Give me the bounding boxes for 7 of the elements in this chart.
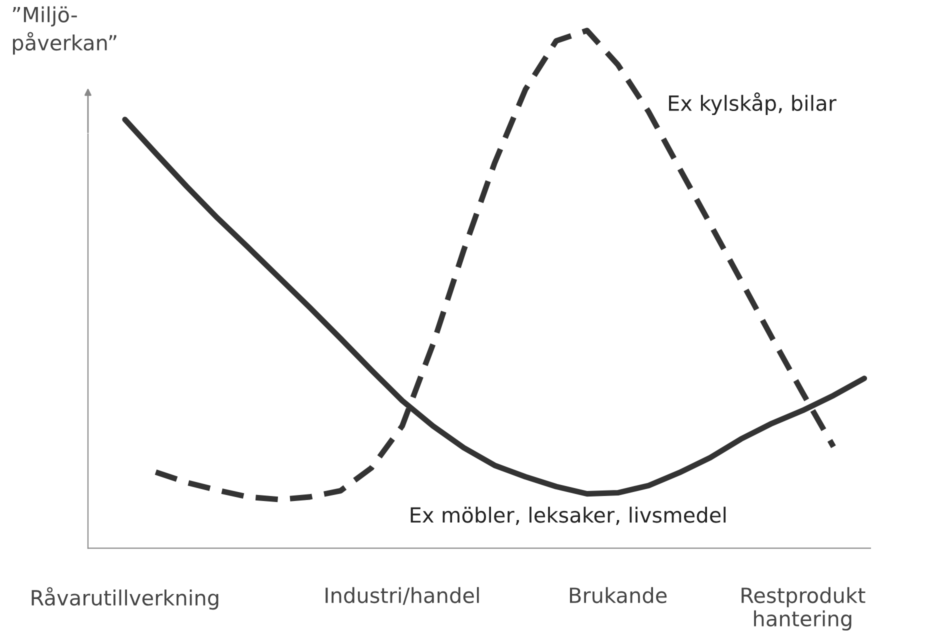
y-axis-title: ”Miljö- påverkan” — [12, 6, 116, 55]
x-tick-label: Restprodukt hantering — [742, 587, 866, 631]
x-tick-label: Industri/handel — [326, 587, 479, 605]
annotation: Ex kylskåp, bilar — [669, 92, 836, 116]
x-tick-label: Brukande — [570, 587, 667, 604]
annotation: Ex möbler, leksaker, livsmedel — [410, 506, 726, 525]
x-tick-label: Råvarutillverkning — [32, 587, 218, 610]
